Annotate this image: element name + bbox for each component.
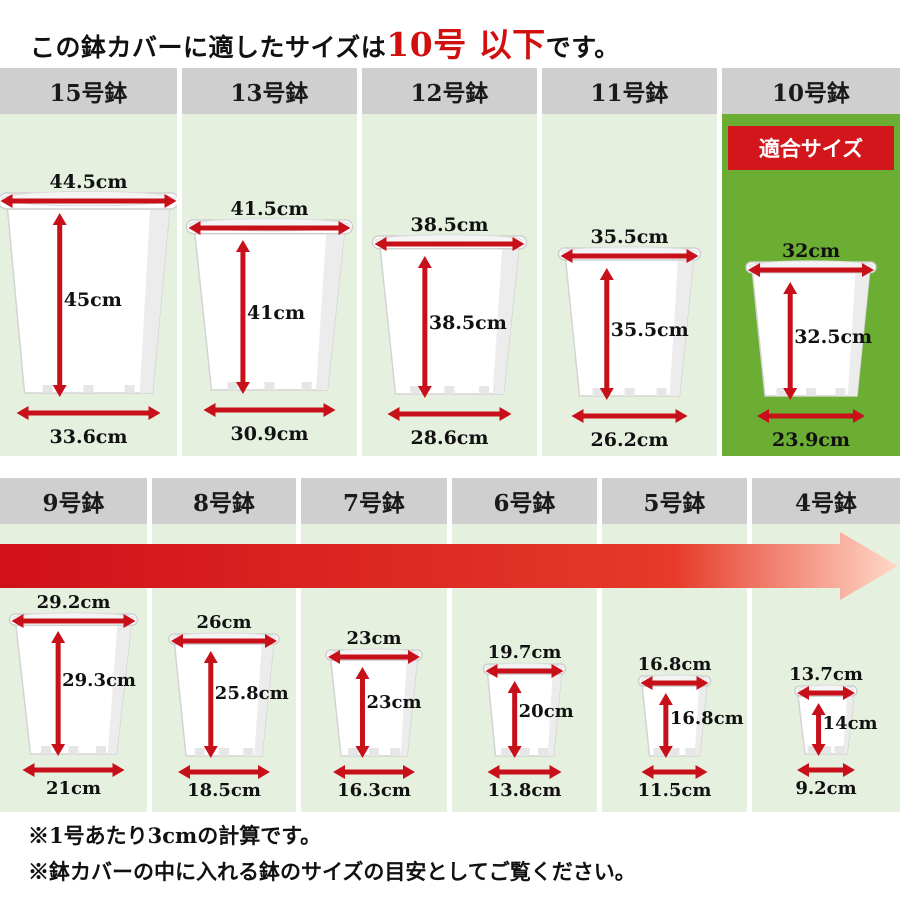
pot-illustration [185, 218, 354, 417]
pot-cell-2: 13号鉢 41.5cm 41cm 30.9cm [182, 68, 357, 456]
height-label: 45cm [63, 289, 122, 311]
height-label: 32.5cm [794, 326, 873, 349]
top-diameter-label: 26cm [196, 612, 252, 633]
note-2: ※鉢カバーの中に入れる鉢のサイズの目安としてご覧ください。 [28, 859, 636, 884]
bottom-diameter-label: 13.8cm [487, 780, 562, 801]
pot-size-header: 10号鉢 [722, 68, 900, 114]
pot-cell-8: 7号鉢 23cm 23cm 16.3cm [301, 478, 447, 812]
pot-cell-6: 9号鉢 29.2cm 29.3cm 21cm [0, 478, 147, 812]
top-diameter-label: 23cm [346, 628, 402, 649]
pot-cell-7: 8号鉢 26cm 25.8cm 18.5cm [152, 478, 296, 812]
pot-size-header: 12号鉢 [362, 68, 537, 114]
height-label: 16.8cm [669, 708, 744, 729]
pot-illustration [557, 246, 702, 423]
title-highlight: 10号 以下 [386, 25, 546, 64]
top-diameter-label: 38.5cm [410, 214, 489, 236]
bottom-diameter-label: 30.9cm [230, 423, 309, 445]
height-label: 41cm [246, 301, 306, 324]
pot-illustration [794, 684, 858, 777]
pot-illustration [745, 260, 877, 423]
bottom-size-grid: 9号鉢 29.2cm 29.3cm 21cm 8号鉢 26cm 25.8cm 18.5cm 7号… [0, 478, 900, 812]
height-label: 35.5cm [610, 319, 689, 342]
size-decrease-arrow [0, 532, 898, 600]
pot-size-header: 8号鉢 [152, 478, 296, 524]
pot-cell-1: 15号鉢 44.5cm 45cm 33.6cm [0, 68, 177, 456]
pot-illustration [482, 662, 567, 779]
top-diameter-label: 41.5cm [230, 198, 309, 220]
top-diameter-label: 19.7cm [487, 642, 562, 663]
bottom-diameter-label: 26.2cm [590, 429, 669, 451]
pot-size-header: 5号鉢 [602, 478, 747, 524]
title-prefix: この鉢カバーに適したサイズは [30, 33, 387, 62]
pot-size-header: 9号鉢 [0, 478, 147, 524]
pot-cell-9: 6号鉢 19.7cm 20cm 13.8cm [452, 478, 597, 812]
top-diameter-label: 13.7cm [789, 664, 863, 685]
pot-cell-11: 4号鉢 13.7cm 14cm 9.2cm [752, 478, 900, 812]
pot-cell-5: 10号鉢適合サイズ 32cm 32.5cm 23.9cm [722, 68, 900, 456]
bottom-diameter-label: 23.9cm [772, 429, 850, 451]
pot-size-header: 11号鉢 [542, 68, 717, 114]
pot-cell-3: 12号鉢 38.5cm 38.5cm 28.6cm [362, 68, 537, 456]
bottom-diameter-label: 33.6cm [49, 426, 128, 448]
note-1: ※1号あたり3cmの計算です。 [28, 823, 322, 848]
height-label: 20cm [518, 700, 574, 722]
pot-cell-10: 5号鉢 16.8cm 16.8cm 11.5cm [602, 478, 747, 812]
top-diameter-label: 35.5cm [590, 226, 669, 248]
top-diameter-label: 32cm [781, 240, 841, 262]
top-diameter-label: 44.5cm [49, 171, 128, 193]
bottom-diameter-label: 11.5cm [637, 780, 712, 801]
pot-illustration [637, 674, 712, 779]
page-title: この鉢カバーに適したサイズは10号 以下です。 [30, 18, 620, 66]
bottom-diameter-label: 9.2cm [795, 778, 857, 799]
pot-size-header: 4号鉢 [752, 478, 900, 524]
height-label: 23cm [366, 692, 422, 714]
pot-illustration [8, 612, 139, 777]
pot-size-header: 6号鉢 [452, 478, 597, 524]
top-diameter-label: 16.8cm [637, 654, 712, 675]
title-suffix: です。 [545, 33, 620, 62]
height-label: 38.5cm [428, 311, 507, 334]
pot-illustration [371, 234, 528, 421]
pot-cell-4: 11号鉢 35.5cm 35.5cm 26.2cm [542, 68, 717, 456]
top-size-grid: 15号鉢 44.5cm 45cm 33.6cm 13号鉢 41.5cm 41cm 30.9cm… [0, 68, 900, 456]
bottom-diameter-label: 21cm [45, 778, 102, 799]
bottom-diameter-label: 28.6cm [410, 427, 489, 449]
pot-size-header: 13号鉢 [182, 68, 357, 114]
pot-illustration [325, 648, 423, 779]
pot-size-header: 15号鉢 [0, 68, 177, 114]
height-label: 14cm [822, 713, 878, 735]
pot-illustration [168, 632, 280, 779]
height-label: 25.8cm [214, 682, 289, 704]
fit-size-badge: 適合サイズ [728, 126, 894, 170]
bottom-diameter-label: 16.3cm [337, 780, 411, 801]
top-diameter-label: 29.2cm [36, 592, 111, 613]
pot-illustration [0, 190, 177, 420]
pot-size-header: 7号鉢 [301, 478, 447, 524]
height-label: 29.3cm [62, 670, 136, 691]
bottom-diameter-label: 18.5cm [187, 780, 261, 801]
